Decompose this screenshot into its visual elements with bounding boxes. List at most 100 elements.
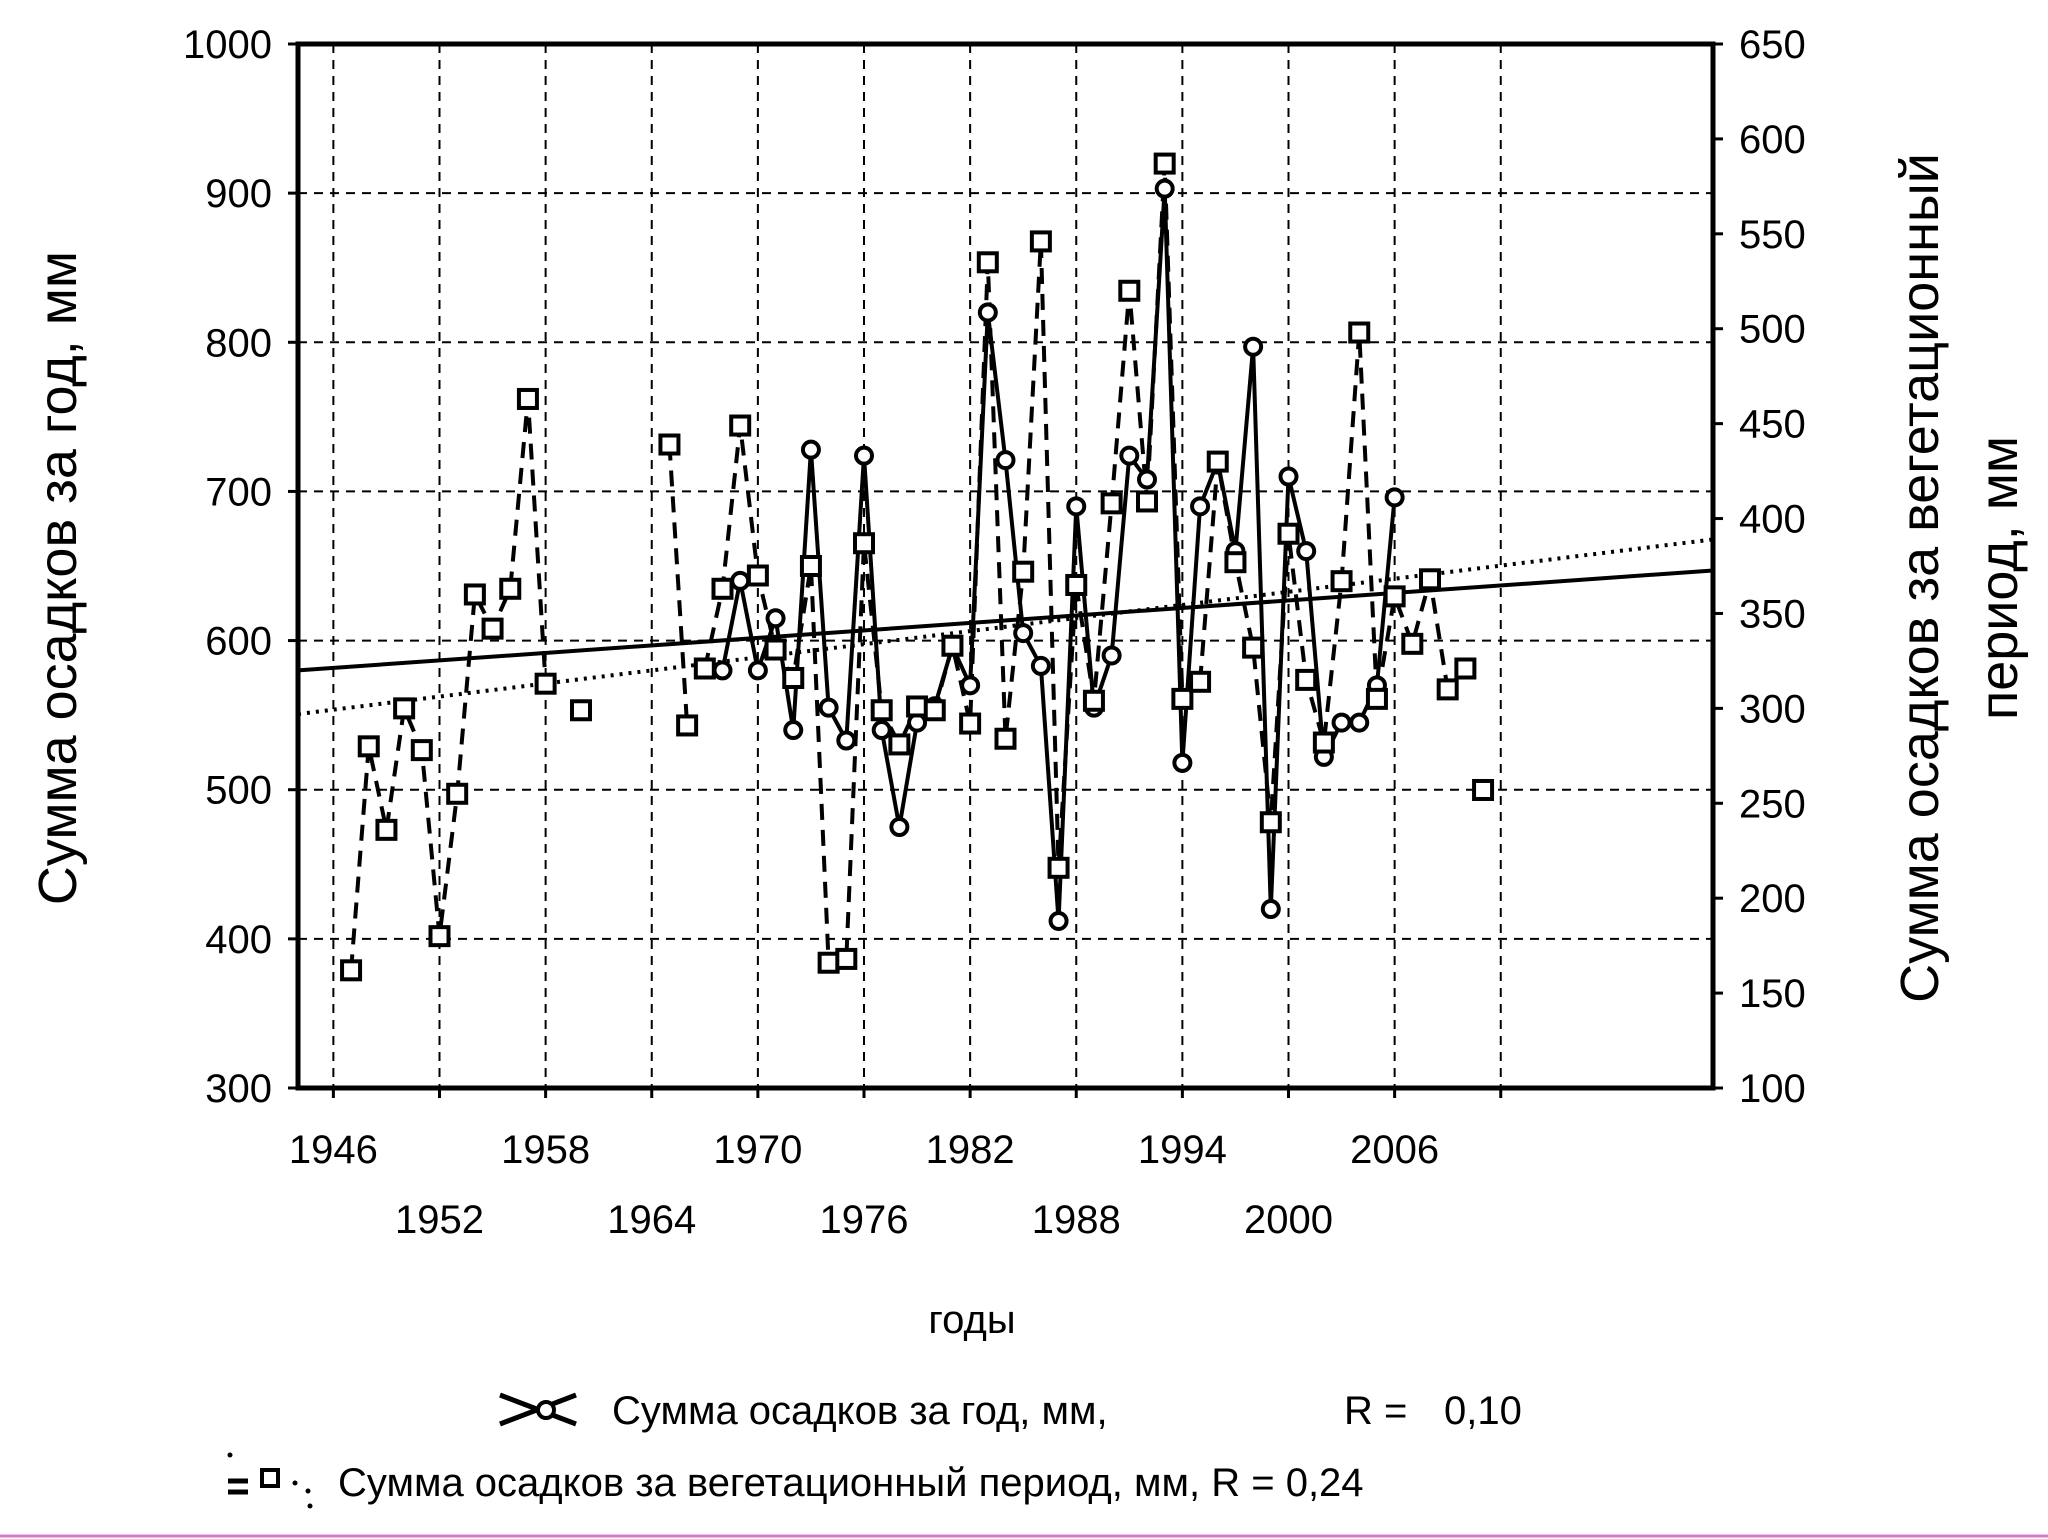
point-vegetation [1118,279,1141,302]
point-annual [1013,623,1034,644]
y-right-tick-label: 350 [1739,592,1806,636]
point-vegetation [976,251,999,274]
point-vegetation [357,735,380,758]
point-vegetation [1365,687,1388,710]
point-vegetation [941,634,964,657]
legend-symbol-vegetation [227,1452,313,1509]
trendlines [297,537,1714,717]
y-right-tick-label: 650 [1739,23,1806,67]
legend: Сумма осадков за год, мм, R = 0,10 Сумма… [227,1389,1522,1509]
series-line-vegetation [349,396,548,971]
y-right-tick-label: 500 [1739,308,1806,352]
legend-label-annual: Сумма осадков за год, мм, [612,1389,1108,1433]
point-annual [1137,469,1157,490]
y-right-tick-label: 400 [1739,498,1806,542]
point-annual [712,660,733,681]
point-annual [1278,466,1299,487]
point-annual [800,439,821,460]
x-tick-label: 1982 [926,1128,1015,1172]
point-annual [765,608,786,629]
point-annual [889,817,910,837]
point-vegetation [1153,152,1176,175]
y-left-tick-label: 800 [205,321,272,365]
y-left-tick-label: 600 [205,620,272,664]
point-annual [836,730,857,751]
point-vegetation [1259,811,1282,834]
point-annual [783,720,804,741]
point-vegetation [1012,560,1035,583]
point-vegetation [1330,570,1353,593]
point-vegetation [534,672,557,695]
point-vegetation [446,782,469,805]
point-vegetation [799,555,822,577]
point-annual [747,660,768,681]
y-right-axis-title-line1: Сумма осадков за вегетационный [1890,153,1950,1003]
point-vegetation [817,951,840,974]
point-annual [871,720,892,741]
point-annual [1154,178,1175,199]
x-tick-label: 1946 [289,1128,378,1172]
legend-r-value: 0,10 [1444,1389,1522,1433]
x-tick-label: 1976 [820,1198,909,1242]
y-left-axis-title: Сумма осадков за год, мм [28,251,88,905]
point-vegetation [711,577,734,600]
point-vegetation [764,638,787,661]
point-vegetation [1348,321,1371,344]
point-vegetation [1224,551,1247,574]
point-vegetation [658,433,681,456]
point-vegetation [463,583,486,606]
point-vegetation [481,617,504,640]
point-vegetation [1065,573,1088,596]
data-series [340,152,1495,982]
point-vegetation [340,959,363,982]
point-vegetation [782,666,805,689]
legend-r-label: R = [1344,1389,1407,1433]
point-vegetation [835,947,858,970]
point-vegetation [994,727,1017,750]
legend-label-vegetation: Сумма осадков за вегетационный период, м… [338,1461,1364,1505]
point-vegetation [1206,450,1229,473]
point-vegetation [516,387,539,410]
point-vegetation [1401,632,1424,655]
point-vegetation [1436,678,1459,701]
tick-labels: 300 400 500 600 700 800 900 1000 100 150 200 250 300… [183,23,1806,1242]
point-vegetation [499,577,522,600]
point-vegetation [853,532,875,555]
point-annual [1260,899,1281,920]
y-right-tick-label: 100 [1739,1067,1806,1111]
point-vegetation [1029,230,1052,253]
y-left-tick-label: 300 [205,1067,272,1111]
point-vegetation [746,564,769,587]
point-vegetation [570,699,592,722]
point-vegetation [906,695,929,718]
trendline-solid [297,568,1714,673]
y-right-tick-label: 200 [1739,877,1806,921]
point-vegetation [1171,687,1194,710]
point-vegetation [1454,657,1477,680]
grid [298,44,1713,1088]
point-annual [1190,496,1211,517]
point-annual [1296,541,1317,562]
point-vegetation [870,699,893,722]
point-annual [1349,712,1370,733]
point-annual [1172,752,1193,773]
x-tick-label: 1994 [1138,1128,1227,1172]
point-vegetation [1383,585,1406,608]
point-vegetation [1419,568,1441,591]
y-left-tick-label: 1000 [183,23,272,67]
point-vegetation [1295,668,1318,691]
point-vegetation [375,818,398,841]
point-vegetation [888,733,911,756]
point-vegetation [1277,522,1300,545]
y-right-tick-label: 150 [1739,972,1806,1016]
legend-symbol-annual [499,1392,577,1427]
point-annual [854,445,874,466]
x-tick-label: 1970 [713,1128,802,1172]
x-axis-title: годы [928,1298,1015,1342]
point-annual [1119,445,1140,466]
point-vegetation [959,712,982,735]
point-vegetation [676,714,699,737]
point-annual [1030,655,1051,676]
point-vegetation [693,657,716,680]
